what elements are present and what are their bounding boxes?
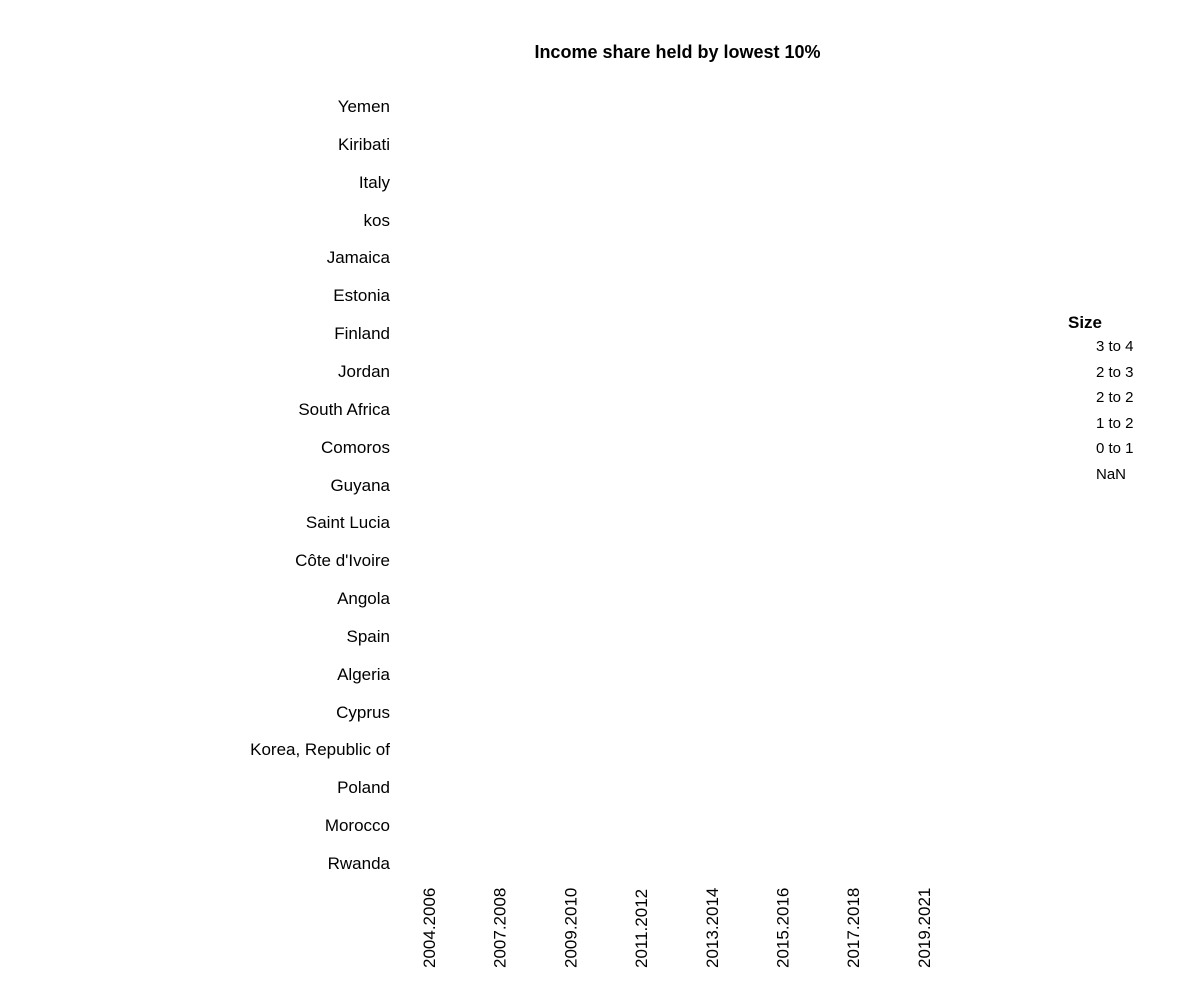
- y-tick-label: Saint Lucia: [305, 513, 390, 533]
- y-tick-label: Guyana: [330, 475, 390, 495]
- legend-swatch: [1074, 414, 1092, 432]
- y-tick-label: Comoros: [321, 437, 390, 457]
- y-tick-label: Estonia: [333, 286, 390, 306]
- x-tick-label: 2019.2021: [914, 887, 934, 968]
- y-tick-label: Côte d'Ivoire: [295, 551, 390, 571]
- legend-label: 1 to 2: [1096, 414, 1134, 432]
- legend-swatch: [1074, 363, 1092, 381]
- legend-item: 1 to 2: [1068, 411, 1134, 437]
- legend-swatch: [1074, 389, 1092, 407]
- x-tick-label: 2017.2018: [844, 887, 864, 968]
- y-tick-label: Cyprus: [336, 702, 390, 722]
- legend-item: 2 to 3: [1068, 360, 1134, 386]
- legend: Size 3 to 4 2 to 3 2 to 2 1 to 2 0 to 1 NaN: [1068, 312, 1134, 487]
- legend-item: 0 to 1: [1068, 436, 1134, 462]
- y-tick-label: Poland: [337, 778, 390, 798]
- legend-label: 3 to 4: [1096, 338, 1134, 356]
- legend-items: 3 to 4 2 to 3 2 to 2 1 to 2 0 to 1 NaN: [1068, 334, 1134, 487]
- y-tick-label: Yemen: [337, 97, 390, 116]
- legend-item: NaN: [1068, 462, 1134, 488]
- y-tick-label: Jamaica: [326, 248, 390, 268]
- x-tick-label: 2004.2006: [420, 887, 439, 968]
- legend-label: NaN: [1096, 465, 1127, 483]
- y-tick-label: Finland: [334, 324, 390, 344]
- y-tick-label: Algeria: [337, 664, 390, 684]
- legend-item: 2 to 2: [1068, 385, 1134, 411]
- y-tick-label: Jordan: [338, 361, 390, 381]
- y-tick-label: Rwanda: [327, 854, 390, 873]
- y-tick-label: kos: [363, 210, 390, 230]
- y-tick-label: Kiribati: [338, 134, 390, 154]
- chart-title: Income share held by lowest 10%: [534, 42, 821, 62]
- legend-title: Size: [1068, 313, 1103, 332]
- y-tick-label: Korea, Republic of: [250, 740, 390, 760]
- legend-swatch: [1074, 338, 1092, 356]
- y-tick-label: South Africa: [298, 399, 390, 419]
- legend-label: 2 to 2: [1096, 389, 1134, 407]
- legend-label: 0 to 1: [1096, 440, 1134, 458]
- legend-swatch: [1074, 465, 1092, 483]
- y-tick-label: Italy: [358, 172, 390, 192]
- y-tick-label: Angola: [337, 589, 390, 609]
- y-tick-label: Morocco: [324, 816, 390, 836]
- x-tick-label: 2015.2016: [773, 887, 793, 968]
- legend-label: 2 to 3: [1096, 363, 1134, 381]
- legend-swatch: [1074, 440, 1092, 458]
- legend-item: 3 to 4: [1068, 334, 1134, 360]
- x-tick-label: 2007.2008: [490, 887, 510, 968]
- x-tick-label: 2013.2014: [702, 887, 722, 968]
- x-tick-label: 2009.2010: [561, 887, 581, 968]
- x-tick-label: 2011.2012: [632, 888, 652, 968]
- y-tick-label: Spain: [346, 626, 390, 646]
